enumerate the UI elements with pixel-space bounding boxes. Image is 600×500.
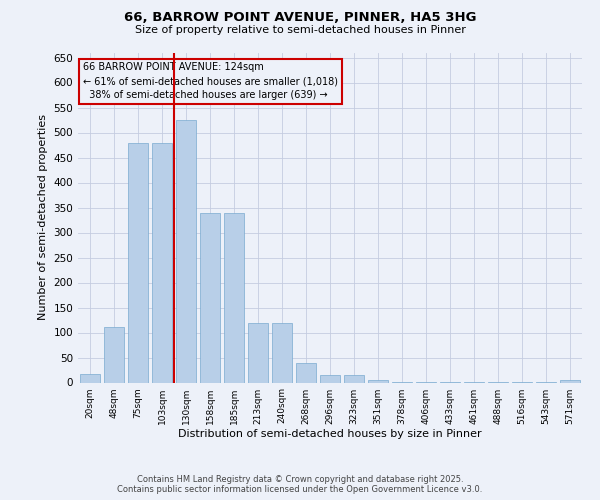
Bar <box>80 374 100 382</box>
Text: Contains HM Land Registry data © Crown copyright and database right 2025.
Contai: Contains HM Land Registry data © Crown c… <box>118 474 482 494</box>
Bar <box>344 375 364 382</box>
Bar <box>104 326 124 382</box>
Text: 66 BARROW POINT AVENUE: 124sqm
← 61% of semi-detached houses are smaller (1,018): 66 BARROW POINT AVENUE: 124sqm ← 61% of … <box>83 62 338 100</box>
Bar <box>320 375 340 382</box>
Text: 66, BARROW POINT AVENUE, PINNER, HA5 3HG: 66, BARROW POINT AVENUE, PINNER, HA5 3HG <box>124 11 476 24</box>
Bar <box>560 380 580 382</box>
Text: Size of property relative to semi-detached houses in Pinner: Size of property relative to semi-detach… <box>134 25 466 35</box>
Bar <box>224 212 244 382</box>
Bar <box>128 142 148 382</box>
Bar <box>200 212 220 382</box>
Bar <box>152 142 172 382</box>
X-axis label: Distribution of semi-detached houses by size in Pinner: Distribution of semi-detached houses by … <box>178 430 482 440</box>
Y-axis label: Number of semi-detached properties: Number of semi-detached properties <box>38 114 48 320</box>
Bar <box>176 120 196 382</box>
Bar <box>248 322 268 382</box>
Bar <box>296 362 316 382</box>
Bar <box>272 322 292 382</box>
Bar <box>368 380 388 382</box>
